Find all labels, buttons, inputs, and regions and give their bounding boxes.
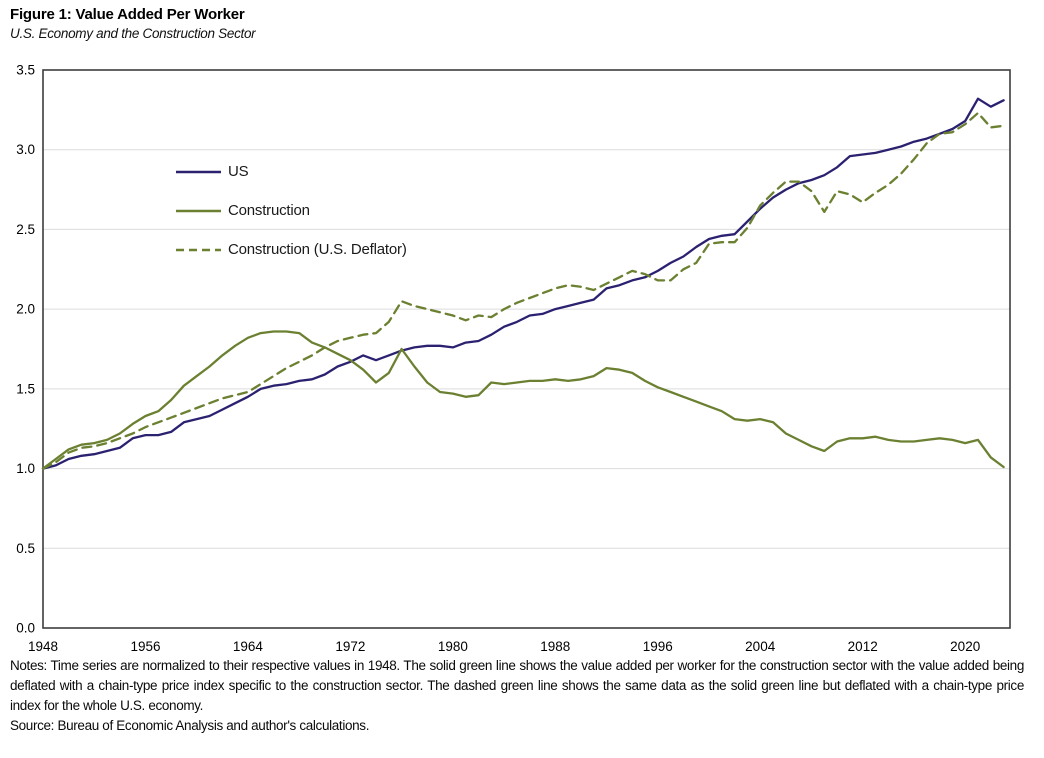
construction-line-swatch	[176, 209, 221, 212]
x-axis-tick-label: 2004	[745, 639, 776, 654]
series-line-us	[41, 97, 1005, 470]
legend: US Construction Construction (U.S. Defla…	[176, 152, 407, 269]
y-axis-tick-label: 3.0	[16, 142, 35, 157]
x-axis-tick-label: 1988	[540, 639, 570, 654]
x-axis-tick-label: 2012	[848, 639, 878, 654]
x-axis-tick-label: 1996	[643, 639, 673, 654]
y-axis-tick-label: 1.0	[16, 461, 35, 476]
legend-item-us: US	[176, 152, 407, 191]
figure-subtitle: U.S. Economy and the Construction Sector	[10, 26, 256, 41]
legend-item-construction-deflator: Construction (U.S. Deflator)	[176, 230, 407, 269]
x-axis-tick-label: 2020	[950, 639, 980, 654]
source-text: Source: Bureau of Economic Analysis and …	[10, 718, 370, 733]
y-axis-tick-label: 0.5	[16, 541, 35, 556]
plot-border	[42, 69, 1011, 629]
legend-label-construction: Construction	[228, 202, 310, 219]
x-axis-tick-label: 1964	[233, 639, 264, 654]
y-axis-tick-label: 2.0	[16, 302, 35, 317]
y-axis-tick-label: 2.5	[16, 222, 35, 237]
construction-deflator-dashed-swatch	[176, 248, 221, 251]
legend-label-us: US	[228, 163, 249, 180]
x-axis-tick-label: 1980	[438, 639, 468, 654]
y-axis-tick-label: 1.5	[16, 381, 35, 396]
chart-header: Figure 1: Value Added Per Worker U.S. Ec…	[10, 6, 1010, 41]
y-axis-tick-label: 3.5	[16, 63, 35, 78]
notes-text: Notes: Time series are normalized to the…	[10, 658, 1024, 713]
series-line-construction	[41, 330, 1005, 470]
x-axis-tick-label: 1948	[28, 639, 58, 654]
x-axis-tick-label: 1956	[130, 639, 160, 654]
y-axis-tick-label: 0.0	[16, 621, 35, 636]
figure-title: Figure 1: Value Added Per Worker	[10, 6, 245, 23]
notes-block: Notes: Time series are normalized to the…	[10, 656, 1024, 736]
legend-label-construction-deflator: Construction (U.S. Deflator)	[228, 241, 407, 258]
legend-item-construction: Construction	[176, 191, 407, 230]
x-axis-tick-label: 1972	[335, 639, 365, 654]
series-line-construction-us-deflator	[41, 111, 1005, 470]
us-line-swatch	[176, 170, 221, 173]
